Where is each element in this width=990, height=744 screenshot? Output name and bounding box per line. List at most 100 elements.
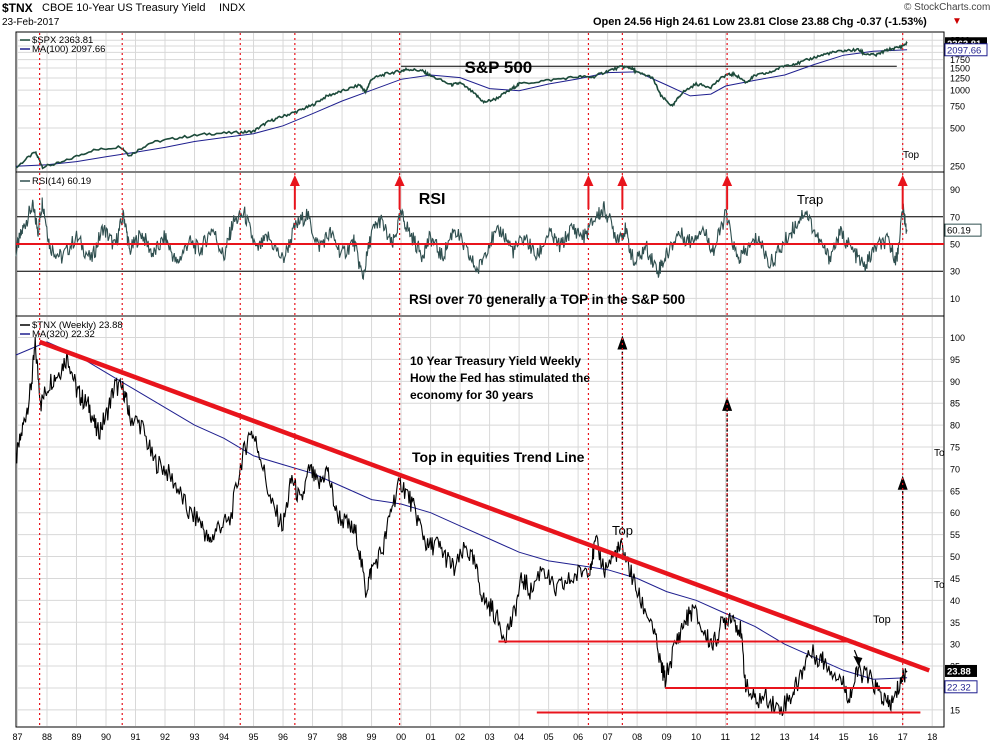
x-tick-label: 01 xyxy=(426,732,436,742)
y-tick-label: 10 xyxy=(950,294,960,304)
y-tick-label: 90 xyxy=(950,185,960,195)
rsi-note: RSI over 70 generally a TOP in the S&P 5… xyxy=(409,292,685,307)
x-tick-label: 11 xyxy=(721,732,730,742)
y-tick-label: 30 xyxy=(950,640,960,650)
y-tick-label: 1750 xyxy=(950,55,970,65)
legend-rsi: RSI(14) 60.19 xyxy=(32,176,91,187)
x-tick-label: 87 xyxy=(12,732,22,742)
x-tick-label: 04 xyxy=(514,732,524,742)
x-tick-label: 06 xyxy=(573,732,583,742)
y-tick-label: 75 xyxy=(950,443,960,453)
treasury-note-3: economy for 30 years xyxy=(410,388,534,402)
y-tick-label: 40 xyxy=(950,596,960,606)
tnx-top-label-2: Top xyxy=(873,614,891,626)
x-tick-label: 92 xyxy=(160,732,170,742)
x-tick-label: 00 xyxy=(396,732,406,742)
y-tick-label: 750 xyxy=(950,101,965,111)
trend-line xyxy=(38,339,931,673)
x-tick-label: 03 xyxy=(485,732,495,742)
x-tick-label: 89 xyxy=(71,732,81,742)
x-tick-label: 88 xyxy=(42,732,52,742)
spx-ma-line xyxy=(15,49,908,167)
y-tick-label: 65 xyxy=(950,486,960,496)
x-tick-label: 09 xyxy=(662,732,672,742)
x-tick-label: 93 xyxy=(190,732,200,742)
rsi-last-value-tag: 60.19 xyxy=(947,226,971,237)
x-tick-label: 10 xyxy=(691,732,701,742)
x-tick-label: 91 xyxy=(131,732,141,742)
last-value-tag-bg xyxy=(945,664,977,677)
ma-value-tag-bg xyxy=(944,43,988,57)
y-tick-label: 95 xyxy=(950,355,960,365)
x-tick-label: 97 xyxy=(308,732,318,742)
y-tick-label: 80 xyxy=(950,421,960,431)
x-tick-label: 96 xyxy=(278,732,288,742)
x-tick-label: 18 xyxy=(927,732,937,742)
chart-date: 23-Feb-2017 xyxy=(2,17,60,28)
small-down-arrowhead xyxy=(853,656,863,667)
treasury-note-2: How the Fed has stimulated the xyxy=(410,371,590,385)
tnx-price-line xyxy=(15,337,908,716)
y-tick-label: 1250 xyxy=(950,73,970,83)
security-name: CBOE 10-Year US Treasury Yield xyxy=(42,2,206,14)
x-tick-label: 98 xyxy=(337,732,347,742)
y-tick-label: 1000 xyxy=(950,86,970,96)
y-tick-label: 250 xyxy=(950,161,965,171)
panel-frame-spx xyxy=(15,31,945,173)
y-tick-label: 1500 xyxy=(950,64,970,74)
x-tick-label: 05 xyxy=(544,732,554,742)
rsi-red-arrowhead xyxy=(289,175,300,186)
change-down-icon: ▼ xyxy=(952,16,962,27)
x-tick-label: 17 xyxy=(898,732,908,742)
x-tick-label: 95 xyxy=(249,732,259,742)
rsi-title: RSI xyxy=(419,191,446,208)
y-tick-label: 35 xyxy=(950,618,960,628)
spx-top-label: Top xyxy=(903,150,920,161)
y-tick-label: 60 xyxy=(950,508,960,518)
legend-tnx: $TNX (Weekly) 23.88 xyxy=(32,320,123,331)
x-tick-label: 14 xyxy=(809,732,819,742)
x-tick-label: 90 xyxy=(101,732,111,742)
tnx-up-arrowhead xyxy=(617,335,628,350)
x-tick-label: 13 xyxy=(780,732,790,742)
y-tick-label: 90 xyxy=(950,377,960,387)
y-tick-label: 500 xyxy=(950,123,965,133)
stockcharts-brand: © StockCharts.com xyxy=(904,2,990,13)
y-tick-label: 55 xyxy=(950,530,960,540)
ma-value-tag-bg xyxy=(944,680,978,694)
x-tick-label: 08 xyxy=(632,732,642,742)
tnx-up-arrowhead xyxy=(897,475,908,490)
x-tick-label: 99 xyxy=(367,732,377,742)
spx-price-line xyxy=(15,40,908,170)
y-tick-label: 45 xyxy=(950,574,960,584)
tnx-ma-value-tag: 22.32 xyxy=(947,682,971,693)
x-tick-label: 02 xyxy=(455,732,465,742)
rsi-red-arrowhead xyxy=(722,175,733,186)
x-tick-label: 94 xyxy=(219,732,229,742)
y-tick-label: 15 xyxy=(950,705,960,715)
exchange-label: INDX xyxy=(219,2,246,14)
y-tick-label: 50 xyxy=(950,240,960,250)
legend-tnx-ma: MA(320) 22.32 xyxy=(32,329,95,340)
rsi-red-arrowhead xyxy=(897,175,908,186)
price-quote: Open 24.56 High 24.61 Low 23.81 Close 23… xyxy=(593,16,927,28)
y-tick-label: 50 xyxy=(950,552,960,562)
y-tick-label: 30 xyxy=(950,267,960,277)
panel-frame-tnx xyxy=(15,315,945,728)
trap-label: Trap xyxy=(797,192,823,207)
y-tick-label: 100 xyxy=(950,333,965,343)
legend-spx-ma: MA(100) 2097.66 xyxy=(32,44,105,55)
x-tick-label: 16 xyxy=(868,732,878,742)
tnx-last-value-tag: 23.88 xyxy=(947,666,971,677)
tnx-top-label: Top xyxy=(612,523,633,538)
y-tick-label: 70 xyxy=(950,212,960,222)
rsi-red-arrowhead xyxy=(617,175,628,186)
rsi-red-arrowhead xyxy=(394,175,405,186)
ticker-symbol: $TNX xyxy=(2,1,33,15)
x-tick-label: 15 xyxy=(839,732,849,742)
spx-ma-value-tag: 2097.66 xyxy=(947,45,981,56)
x-tick-label: 07 xyxy=(603,732,613,742)
spx-title: S&P 500 xyxy=(465,58,533,77)
tnx-top-edge-1: To xyxy=(934,448,945,459)
